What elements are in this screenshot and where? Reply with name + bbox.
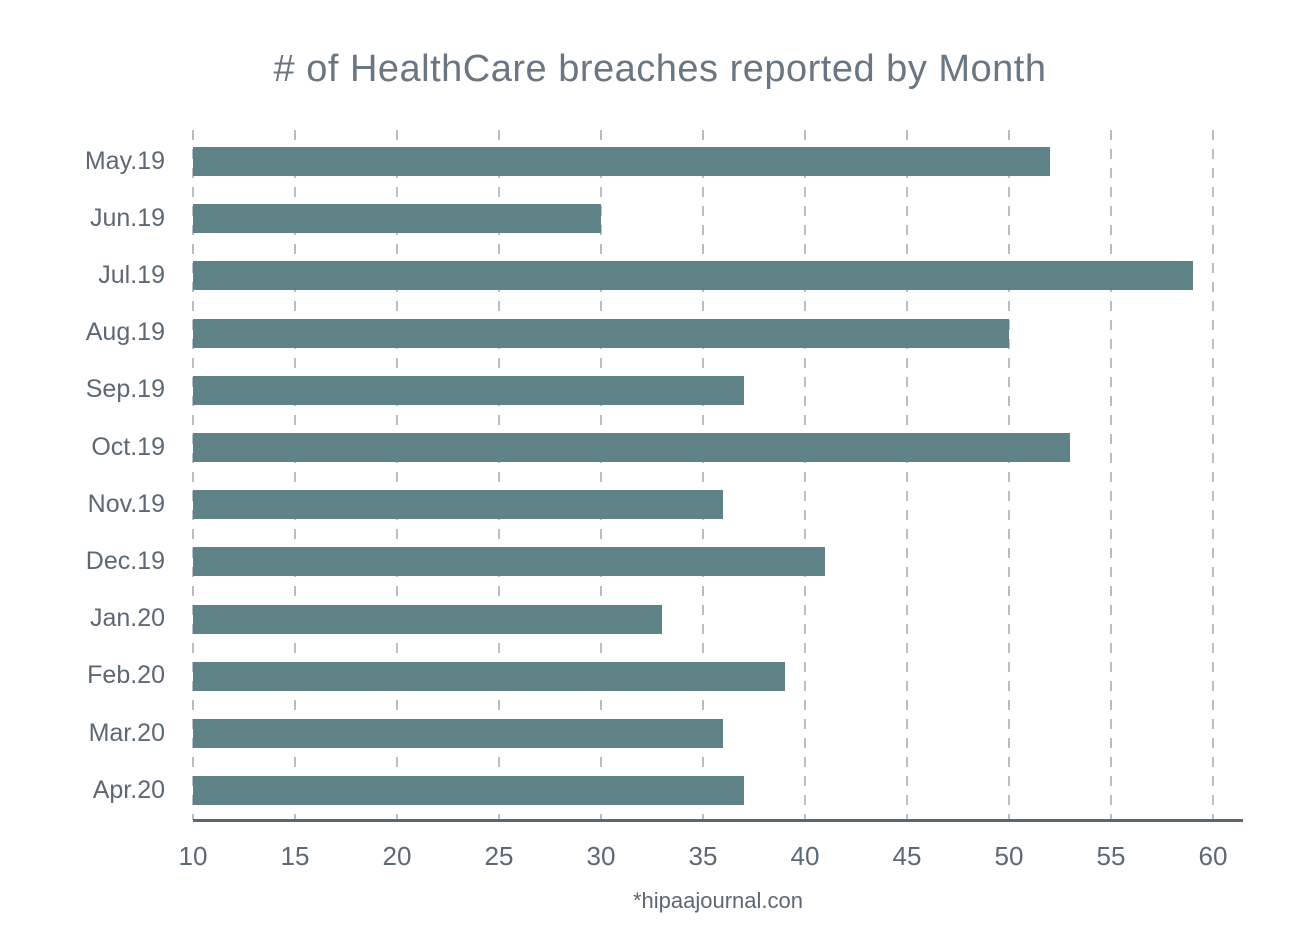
y-label-Apr.20: Apr.20 [92, 776, 165, 804]
gridline-45 [906, 130, 908, 820]
y-label-Jun.19: Jun.19 [89, 204, 165, 232]
y-label-Jan.20: Jan.20 [89, 604, 165, 632]
bar-Oct.19 [193, 433, 1070, 462]
bar-Feb.20 [193, 662, 785, 691]
bar-Aug.19 [193, 319, 1009, 348]
bar-Nov.19 [193, 490, 723, 519]
source-note: *hipaajournal.con [632, 888, 804, 913]
x-tick-label-25: 25 [484, 841, 514, 871]
bar-Mar.20 [193, 719, 723, 748]
gridline-15 [294, 130, 296, 820]
x-tick-label-50: 50 [994, 841, 1024, 871]
y-label-Sep.19: Sep.19 [85, 375, 165, 403]
y-label-Oct.19: Oct.19 [91, 433, 165, 461]
x-tick-label-10: 10 [178, 841, 208, 871]
gridline-60 [1212, 130, 1214, 820]
x-tick-label-40: 40 [790, 841, 820, 871]
bar-Apr.20 [193, 776, 744, 805]
x-tick-label-55: 55 [1096, 841, 1126, 871]
x-tick-label-60: 60 [1198, 841, 1228, 871]
y-label-May.19: May.19 [84, 147, 165, 175]
bar-Sep.19 [193, 376, 744, 405]
gridline-10 [192, 130, 194, 820]
y-label-Jul.19: Jul.19 [98, 261, 165, 289]
bar-Dec.19 [193, 547, 825, 576]
y-label-Feb.20: Feb.20 [87, 661, 165, 689]
y-label-Mar.20: Mar.20 [88, 719, 165, 747]
x-tick-label-35: 35 [688, 841, 718, 871]
y-label-Nov.19: Nov.19 [87, 490, 165, 518]
gridline-40 [804, 130, 806, 820]
gridline-35 [702, 130, 704, 820]
x-tick-label-45: 45 [892, 841, 922, 871]
bar-Jun.19 [193, 204, 601, 233]
chart-title: # of HealthCare breaches reported by Mon… [273, 48, 1047, 90]
gridline-50 [1008, 130, 1010, 820]
bar-Jan.20 [193, 605, 662, 634]
x-tick-label-20: 20 [382, 841, 412, 871]
x-axis-line [193, 819, 1243, 822]
bar-May.19 [193, 147, 1050, 176]
y-label-Aug.19: Aug.19 [85, 318, 165, 346]
gridline-25 [498, 130, 500, 820]
gridline-20 [396, 130, 398, 820]
gridline-55 [1110, 130, 1112, 820]
bar-Jul.19 [193, 261, 1193, 290]
x-tick-label-15: 15 [280, 841, 310, 871]
x-tick-label-30: 30 [586, 841, 616, 871]
gridline-30 [600, 130, 602, 820]
y-label-Dec.19: Dec.19 [85, 547, 165, 575]
